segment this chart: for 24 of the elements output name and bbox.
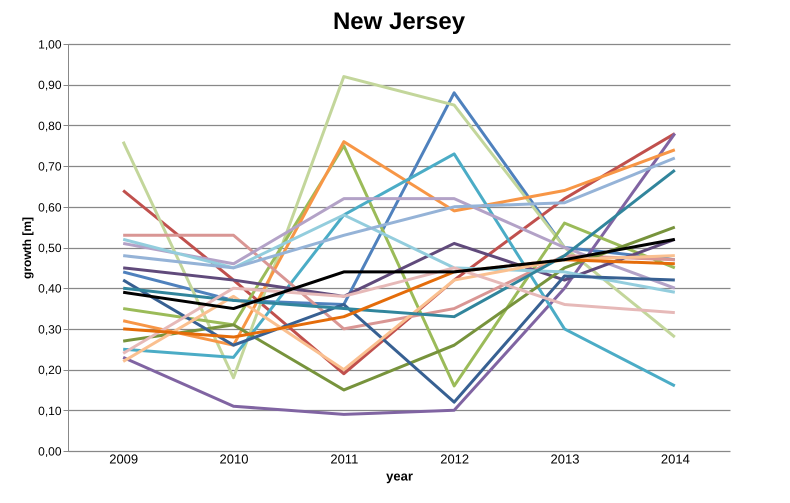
y-tick-label: 0,30 — [38, 322, 62, 336]
x-tick-label: 2010 — [220, 452, 248, 466]
y-tick-label: 0,00 — [38, 444, 62, 458]
line-series — [122, 168, 676, 318]
line-series — [122, 156, 676, 270]
y-tick-label: 0,60 — [38, 200, 62, 214]
y-tick-label: 0,20 — [38, 363, 62, 378]
y-tick-label: 0,50 — [38, 241, 62, 255]
x-axis-title: year — [386, 468, 413, 484]
y-tick-label: 1,00 — [38, 38, 62, 52]
y-tick-label: 0,90 — [38, 78, 62, 92]
line-series — [122, 266, 676, 355]
x-tick-label: 2013 — [550, 452, 580, 466]
x-tick-label: 2011 — [330, 452, 358, 466]
y-tick-label: 0,70 — [38, 160, 62, 174]
x-tick-label: 2012 — [440, 452, 470, 466]
y-tick-label: 0,10 — [38, 404, 62, 418]
y-axis-title: growth [m] — [20, 217, 34, 279]
y-tick-label: 0,40 — [38, 282, 62, 296]
x-tick-label: 2014 — [660, 452, 690, 466]
chart-title: New Jersey — [332, 8, 466, 35]
line-series — [122, 238, 676, 310]
x-tick-label: 2009 — [109, 452, 138, 466]
y-tick-label: 0,80 — [38, 118, 62, 133]
